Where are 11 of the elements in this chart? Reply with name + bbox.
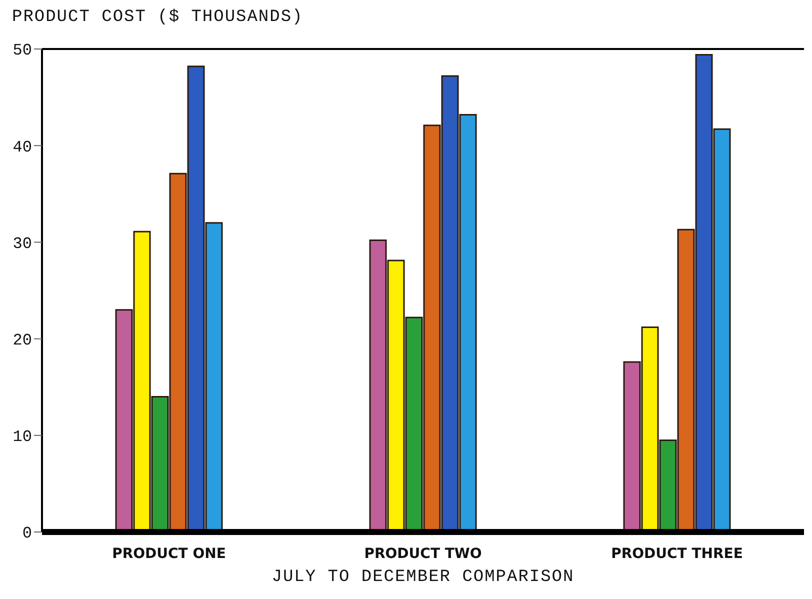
y-tick-label: 0 [22,524,32,543]
y-tick-label: 20 [12,331,32,350]
y-tick-label: 10 [12,428,32,446]
y-tick-label: 40 [12,138,32,156]
y-tick-label: 50 [12,42,32,60]
x-axis-title: JULY TO DECEMBER COMPARISON [270,568,576,587]
y-axis-title: PRODUCT COST ($ THOUSANDS) [12,8,304,27]
x-tick-label: PRODUCT TWO [364,546,482,562]
x-tick-label: PRODUCT THREE [611,546,743,562]
y-tick-label: 30 [12,234,32,253]
x-tick-label: PRODUCT ONE [112,546,226,562]
